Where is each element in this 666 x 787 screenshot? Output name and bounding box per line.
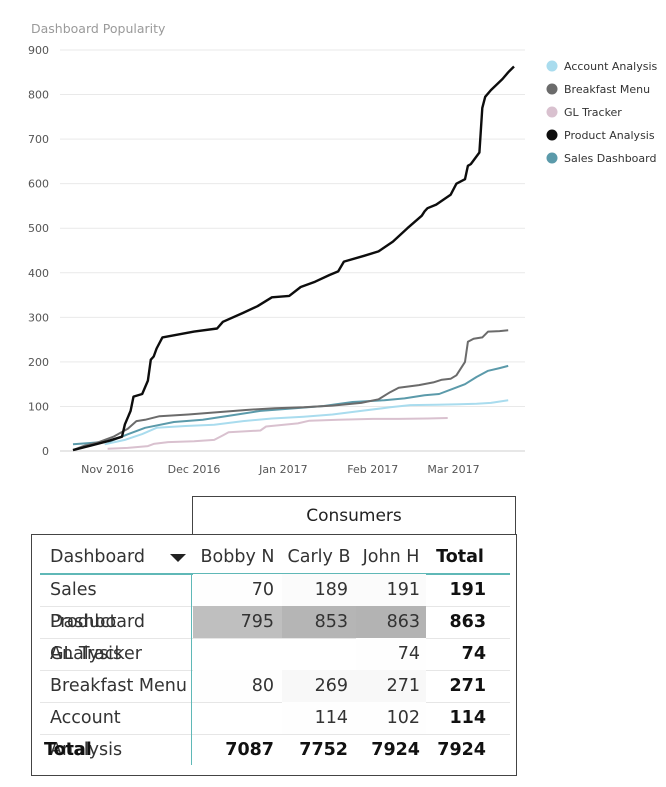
legend-label: Sales Dashboard (564, 152, 656, 165)
table-row[interactable]: GL Tracker 74 74 (40, 638, 510, 671)
legend-item[interactable]: Breakfast Menu (546, 83, 651, 96)
series-line-product-analysis (72, 65, 515, 452)
value-cell (193, 638, 282, 670)
table-row[interactable]: Product Analysis 795 853 863 863 (40, 606, 510, 664)
column-header-john-h[interactable]: John H (362, 547, 420, 567)
matrix-header-row: Dashboard Bobby N Carly B John H Total (40, 541, 510, 575)
y-tick-label: 600 (28, 178, 49, 191)
table-row[interactable]: Sales Dashboard 70 189 191 191 (40, 574, 510, 632)
chart-legend: Account Analysis Breakfast Menu GL Tracker… (546, 60, 658, 165)
y-tick-label: 100 (28, 400, 49, 413)
x-tick-label: Dec 2016 (168, 463, 221, 476)
y-tick-label: 700 (28, 133, 49, 146)
series-line-account-analysis (104, 399, 509, 446)
legend-item[interactable]: GL Tracker (546, 106, 623, 119)
value-cell: 863 (356, 606, 426, 638)
table-row[interactable]: Breakfast Menu 80 269 271 271 (40, 670, 510, 703)
legend-marker (546, 106, 558, 118)
chart-lines (72, 65, 515, 452)
total-cell: 7924 (371, 740, 420, 760)
total-row-label: Total (44, 740, 92, 760)
row-total-cell: 74 (461, 644, 486, 664)
y-tick-label: 0 (42, 445, 49, 458)
legend-label: Account Analysis (564, 60, 658, 73)
chart-grid (60, 49, 525, 452)
row-header-divider (191, 573, 192, 765)
value-cell: 80 (193, 670, 282, 702)
legend-marker (546, 129, 558, 141)
value-cell: 269 (282, 670, 356, 702)
legend-label: Breakfast Menu (564, 83, 650, 96)
matrix-total-row: Total 7087 7752 7924 7924 (40, 734, 510, 766)
total-cell: 7752 (299, 740, 348, 760)
x-tick-label: Nov 2016 (81, 463, 134, 476)
series-line-sales-dashboard (72, 364, 509, 446)
value-cell: 191 (356, 574, 426, 606)
legend-item[interactable]: Product Analysis (546, 129, 655, 142)
x-tick-label: Jan 2017 (258, 463, 307, 476)
legend-marker (546, 60, 558, 72)
value-cell: 102 (356, 702, 426, 734)
value-cell: 74 (356, 638, 426, 670)
value-cell: 271 (356, 670, 426, 702)
row-label: Product Analysis (50, 612, 123, 664)
y-tick-label: 400 (28, 267, 49, 280)
y-tick-label: 300 (28, 311, 49, 324)
value-cell (193, 702, 282, 734)
x-tick-label: Feb 2017 (347, 463, 398, 476)
column-header-bobby-n[interactable]: Bobby N (200, 547, 275, 567)
row-label: Account Analysis (50, 708, 123, 760)
table-row[interactable]: Account Analysis 114 102 114 (40, 702, 510, 760)
legend-label: GL Tracker (564, 106, 622, 119)
x-tick-label: Mar 2017 (427, 463, 479, 476)
series-line-breakfast-menu (72, 329, 509, 452)
y-tick-label: 900 (28, 44, 49, 57)
sort-descending-icon[interactable] (170, 554, 186, 562)
value-cell (282, 638, 356, 670)
value-cell: 853 (282, 606, 356, 638)
row-total-cell: 114 (449, 708, 486, 728)
y-tick-label: 200 (28, 356, 49, 369)
chart-title: Dashboard Popularity (31, 21, 166, 36)
row-label: GL Tracker (50, 644, 143, 664)
column-header-total[interactable]: Total (436, 547, 484, 567)
y-tick-label: 800 (28, 89, 49, 102)
y-axis: 0 100 200 300 400 500 600 700 800 900 (28, 44, 49, 458)
value-cell: 70 (193, 574, 282, 606)
legend-item[interactable]: Sales Dashboard (546, 152, 657, 165)
row-total-cell: 863 (449, 612, 486, 632)
series-line-gl-tracker (107, 417, 448, 450)
legend-label: Product Analysis (564, 129, 655, 142)
legend-item[interactable]: Account Analysis (546, 60, 658, 73)
row-label: Sales Dashboard (50, 580, 145, 632)
grand-total-cell: 7924 (437, 740, 486, 760)
value-cell: 795 (193, 606, 282, 638)
value-cell: 189 (282, 574, 356, 606)
row-total-cell: 191 (449, 580, 486, 600)
row-total-cell: 271 (449, 676, 486, 696)
x-axis: Nov 2016 Dec 2016 Jan 2017 Feb 2017 Mar 2017 (81, 463, 479, 476)
total-cell: 7087 (225, 740, 274, 760)
consumers-matrix: Dashboard Bobby N Carly B John H Total S… (31, 534, 517, 776)
column-header-dashboard[interactable]: Dashboard (50, 547, 145, 567)
legend-marker (546, 152, 558, 164)
row-label: Breakfast Menu (50, 676, 187, 696)
value-cell: 114 (282, 702, 356, 734)
column-header-carly-b[interactable]: Carly B (287, 547, 351, 567)
y-tick-label: 500 (28, 222, 49, 235)
legend-marker (546, 83, 558, 95)
consumers-column-group-header: Consumers (192, 496, 516, 534)
dashboard-popularity-chart: Dashboard Popularity 0 100 200 300 400 500 600… (28, 21, 658, 476)
